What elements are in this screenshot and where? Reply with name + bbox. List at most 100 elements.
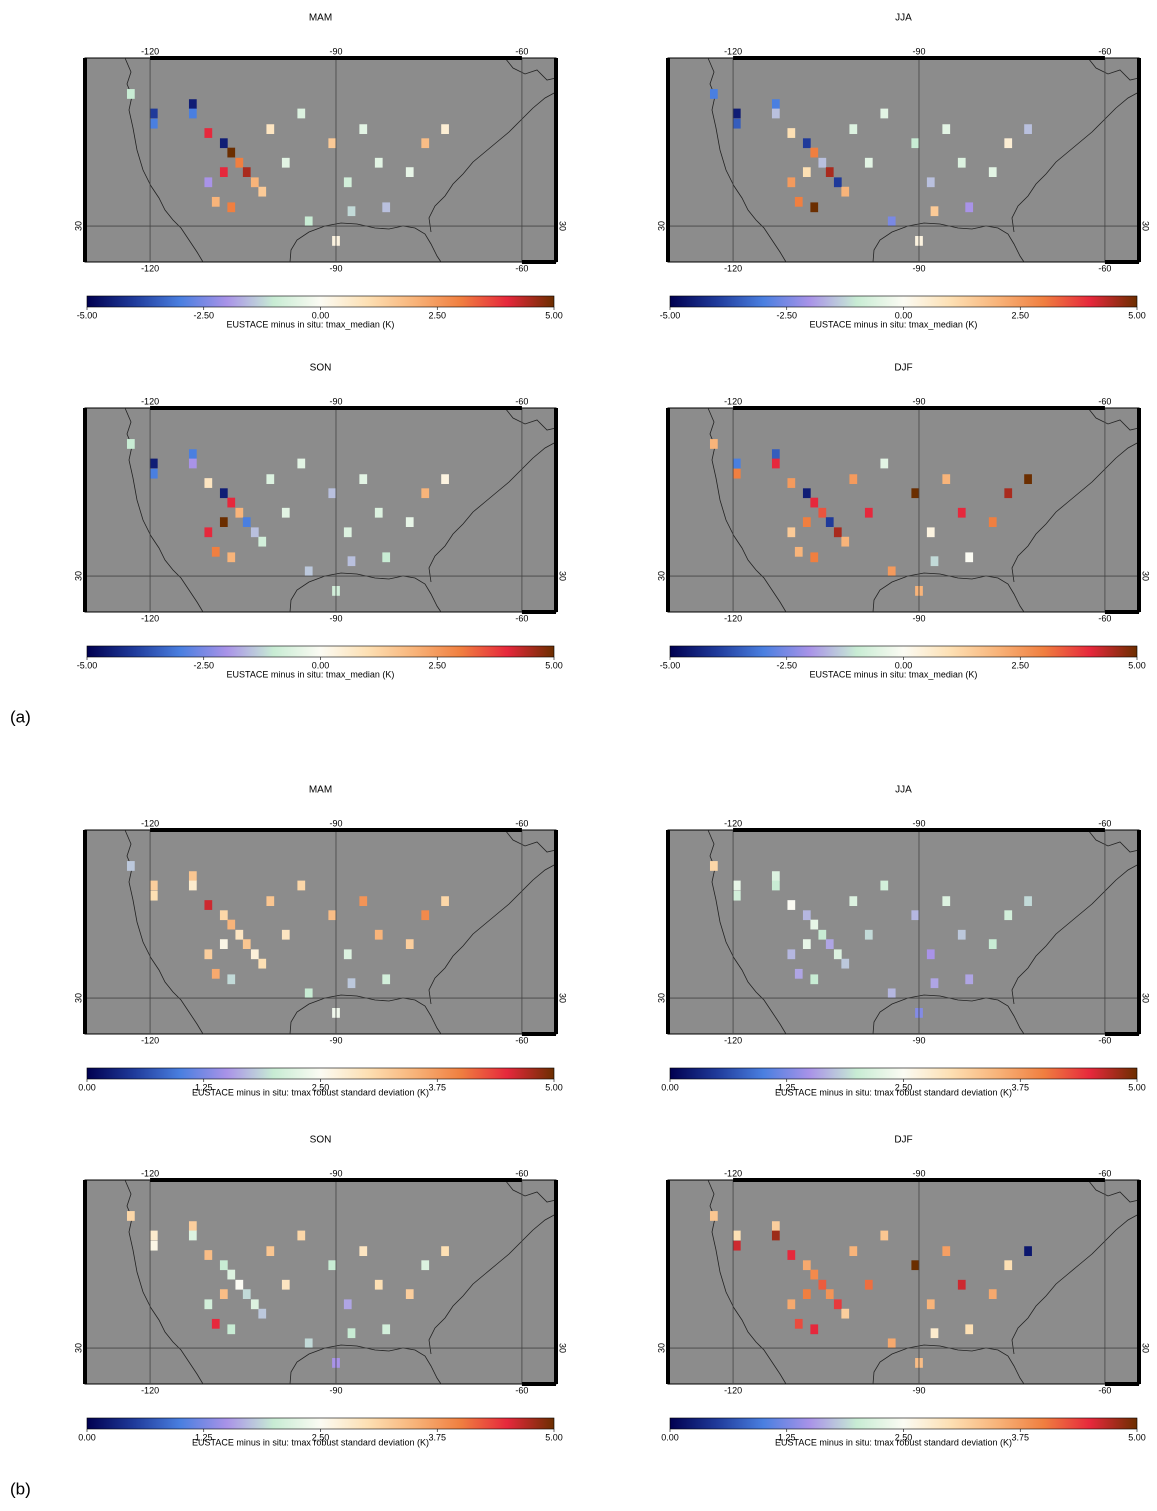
grid-cell [219, 167, 228, 177]
grid-cell [304, 1338, 313, 1349]
colorbar-tick-label: 0.00 [661, 1432, 679, 1442]
colorbar-label: EUSTACE minus in situ: tmax_median (K) [810, 319, 978, 329]
grid-cell [328, 910, 337, 921]
x-tick-label: -120 [141, 613, 159, 623]
grid-cell [188, 449, 197, 459]
grid-cell [849, 896, 858, 907]
colorbar-tick-label: 2.50 [428, 310, 446, 320]
colorbar-tick-label: 0.00 [661, 1082, 679, 1092]
map-background [84, 829, 557, 1035]
x-tick-label: -120 [141, 396, 159, 406]
y-tick-label: 30 [73, 993, 83, 1003]
grid-cell [374, 929, 383, 940]
grid-cell [802, 910, 811, 921]
grid-cell [219, 1289, 228, 1299]
grid-cell [328, 138, 337, 149]
grid-cell [810, 974, 819, 985]
grid-cell [421, 910, 430, 921]
grid-cell [204, 1299, 213, 1310]
grid-cell [250, 527, 259, 538]
grid-cell [258, 1308, 267, 1319]
colorbar-label: EUSTACE minus in situ: tmax robust stand… [192, 1437, 429, 1447]
colorbar-tick-label: 0.00 [895, 310, 913, 320]
grid-cell [833, 1299, 842, 1310]
grid-cell [328, 488, 337, 499]
frame-bar [554, 1180, 558, 1384]
grid-cell [304, 988, 313, 999]
frame-bar [1137, 408, 1141, 612]
grid-cell [810, 1324, 819, 1335]
grid-cell [930, 556, 939, 567]
grid-cell [787, 177, 796, 188]
grid-cell [810, 919, 819, 930]
grid-cell [343, 949, 352, 960]
grid-cell [421, 1260, 430, 1271]
x-tick-label: -60 [1098, 613, 1111, 623]
x-tick-label: -90 [912, 396, 925, 406]
grid-cell [227, 202, 236, 213]
grid-cell [810, 202, 819, 213]
grid-cell [833, 949, 842, 960]
frame-bar [83, 1180, 87, 1384]
map-background [667, 1179, 1140, 1385]
grid-cell [149, 458, 158, 469]
grid-cell [732, 458, 741, 469]
grid-cell [887, 216, 896, 227]
grid-cell [880, 108, 889, 119]
panel-title: MAM [309, 785, 332, 796]
grid-cell [149, 108, 158, 119]
grid-cell [802, 1260, 811, 1271]
grid-cell [188, 108, 197, 119]
grid-cell [988, 939, 997, 949]
frame-bar [1104, 1032, 1139, 1036]
x-tick-label: -90 [329, 1385, 342, 1395]
grid-cell [374, 1279, 383, 1290]
grid-cell [211, 196, 220, 207]
frame-bar [150, 406, 522, 410]
colorbar [86, 1067, 555, 1080]
grid-cell [347, 978, 356, 989]
colorbar-tick-label: 2.50 [312, 1432, 330, 1442]
colorbar [669, 295, 1138, 308]
grid-cell [347, 206, 356, 217]
grid-cell [204, 949, 213, 960]
grid-cell [188, 1230, 197, 1241]
x-tick-label: -60 [1098, 1168, 1111, 1178]
grid-cell [258, 186, 267, 197]
frame-bar [150, 56, 522, 60]
colorbar-tick-label: -5.00 [660, 660, 681, 670]
x-tick-label: -90 [329, 818, 342, 828]
colorbar-tick-label: 0.00 [895, 660, 913, 670]
colorbar-tick-label: -2.50 [776, 310, 797, 320]
grid-cell [250, 1299, 259, 1310]
grid-cell [771, 449, 780, 459]
grid-cell [988, 517, 997, 527]
grid-cell [149, 880, 158, 891]
colorbar-tick-label: 5.00 [545, 1082, 563, 1092]
grid-cell [227, 919, 236, 930]
x-tick-label: -60 [1098, 396, 1111, 406]
grid-cell [250, 177, 259, 188]
x-tick-label: -120 [724, 263, 742, 273]
grid-cell [880, 1230, 889, 1241]
frame-bar [666, 58, 670, 262]
grid-cell [405, 1289, 414, 1299]
y-tick-label: 30 [73, 571, 83, 581]
colorbar [86, 295, 555, 308]
grid-cell [787, 128, 796, 138]
colorbar-tick-label: 3.75 [1011, 1432, 1029, 1442]
grid-cell [266, 474, 275, 485]
grid-cell [297, 458, 306, 469]
colorbar-tick-label: 0.00 [312, 310, 330, 320]
grid-cell [732, 880, 741, 891]
colorbar [669, 645, 1138, 658]
grid-cell [149, 890, 158, 901]
grid-cell [281, 507, 290, 518]
grid-cell [227, 974, 236, 985]
grid-cell [382, 974, 391, 985]
grid-cell [802, 167, 811, 177]
x-tick-label: -120 [724, 46, 742, 56]
x-tick-label: -60 [1098, 1385, 1111, 1395]
grid-cell [841, 186, 850, 197]
frame-bar [554, 408, 558, 612]
